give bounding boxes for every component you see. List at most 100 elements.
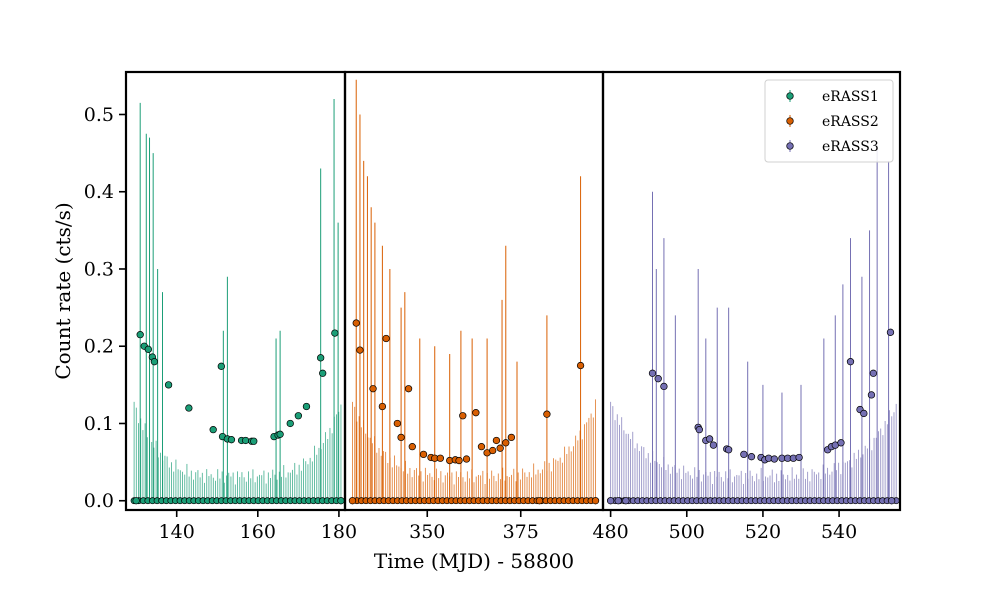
legend-label-erass2: eRASS2 <box>822 114 879 130</box>
y-tick-label: 0.2 <box>84 336 114 358</box>
erass2-data-point <box>496 444 504 452</box>
erass2-data-point <box>492 436 501 445</box>
erass2-data-point <box>576 361 585 370</box>
erass2-data-point <box>436 454 445 462</box>
x-tick-label: 180 <box>321 521 357 543</box>
erass2-data-point <box>378 402 387 411</box>
y-tick-label: 0.0 <box>84 490 114 512</box>
erass2-data-point <box>397 433 405 442</box>
y-tick-label: 0.1 <box>84 413 114 435</box>
erass3-data-point <box>705 435 714 443</box>
panel-frames-layer <box>124 70 902 512</box>
panel-frame-2 <box>343 70 605 512</box>
erass3-data-point <box>695 426 703 434</box>
erass3-data-point <box>747 453 756 461</box>
erass2-data-point <box>459 412 467 420</box>
erass3-data-point <box>660 382 668 391</box>
error-bands-layer <box>133 399 897 501</box>
x-tick-label: 500 <box>669 521 705 543</box>
erass2-data-point <box>352 319 360 327</box>
erass3-data-point <box>886 328 895 336</box>
erass2-data-point <box>393 419 402 428</box>
panel-frame-3 <box>601 70 902 512</box>
erass3-data-point <box>837 439 845 447</box>
erass2-data-point <box>472 409 480 417</box>
legend-item-erass1: eRASS1 <box>786 89 879 105</box>
x-tick-label: 140 <box>159 521 195 543</box>
erass2-data-point <box>419 450 428 459</box>
erass2-data-point <box>507 433 516 442</box>
legend: eRASS1 eRASS2 eRASS3 <box>764 79 894 163</box>
legend-box <box>764 79 894 163</box>
erass2-data-point <box>408 443 416 451</box>
erass1-data-point <box>144 345 152 353</box>
legend-swatch-marker <box>786 92 794 100</box>
erass1-data-point <box>241 436 250 445</box>
erass1-data-point <box>331 329 339 337</box>
x-tick-label: 350 <box>409 521 445 543</box>
erass1-data-point <box>302 402 311 411</box>
erass1-data-point <box>227 436 236 444</box>
erass2-data-point <box>382 334 390 343</box>
y-tick-label: 0.3 <box>84 258 114 280</box>
erass3-data-point <box>606 497 615 505</box>
legend-swatch-marker <box>786 142 794 150</box>
erass2-data-point <box>591 497 600 505</box>
erass2-data-point <box>535 497 544 505</box>
erass2-data-point <box>404 385 413 393</box>
legend-item-erass3: eRASS3 <box>786 139 879 155</box>
erass3-data-point <box>648 369 657 377</box>
erass3-data-point <box>654 375 662 383</box>
erass3-data-point <box>887 497 896 505</box>
legend-label-erass1: eRASS1 <box>822 89 879 105</box>
y-tick-label: 0.4 <box>84 181 114 203</box>
erass2-data-point <box>462 455 471 463</box>
erass2-data-point <box>348 497 357 505</box>
erass1-data-point <box>276 430 284 438</box>
erass1-data-point <box>136 331 144 339</box>
x-tick-label: 520 <box>745 521 781 543</box>
erass1-data-point <box>164 381 173 389</box>
erass2-data-point <box>502 439 510 447</box>
erass2-data-point <box>455 456 463 465</box>
error-spikes-layer <box>139 79 890 501</box>
erass1-data-point <box>132 497 140 505</box>
y-axis-title: Count rate (cts/s) <box>51 202 75 379</box>
legend-item-erass2: eRASS2 <box>786 114 879 130</box>
erass1-data-point <box>294 412 303 420</box>
erass1-data-point <box>337 497 345 505</box>
legend-label-erass3: eRASS3 <box>822 139 879 155</box>
erass2-data-point <box>543 410 551 418</box>
erass3-data-point <box>770 455 778 463</box>
legend-swatch-marker <box>786 117 794 125</box>
erass1-data-point <box>150 358 159 366</box>
panel-frame-1 <box>124 70 347 512</box>
axis-ticks-layer: 140 160 180 350 375 480 500 520 540 0.0 0.1 0.2 0.3 0… <box>84 104 857 543</box>
erass3-data-point <box>740 450 748 459</box>
erass3-data-point <box>795 453 803 462</box>
erass2-data-point <box>477 443 486 451</box>
x-axis-title: Time (MJD) - 58800 <box>374 549 574 573</box>
erass3-data-point <box>869 369 877 377</box>
x-tick-label: 540 <box>821 521 857 543</box>
erass3-data-point <box>867 391 876 399</box>
x-tick-label: 480 <box>592 521 628 543</box>
x-tick-label: 160 <box>240 521 276 543</box>
x-tick-label: 375 <box>503 521 539 543</box>
data-points-layer <box>130 319 900 505</box>
erass3-data-point <box>725 446 733 454</box>
erass3-data-point <box>846 358 855 366</box>
erass2-data-point <box>369 385 377 393</box>
erass1-data-point <box>217 362 225 370</box>
erass2-data-point <box>489 446 497 455</box>
erass3-data-point <box>622 497 630 505</box>
erass1-data-point <box>250 437 258 445</box>
y-tick-label: 0.5 <box>84 104 114 126</box>
erass3-data-point <box>614 497 622 505</box>
erass2-data-point <box>356 346 364 354</box>
erass3-data-point <box>709 441 718 449</box>
erass1-data-point <box>317 354 325 362</box>
erass3-data-point <box>860 409 868 418</box>
erass1-data-point <box>319 369 327 377</box>
